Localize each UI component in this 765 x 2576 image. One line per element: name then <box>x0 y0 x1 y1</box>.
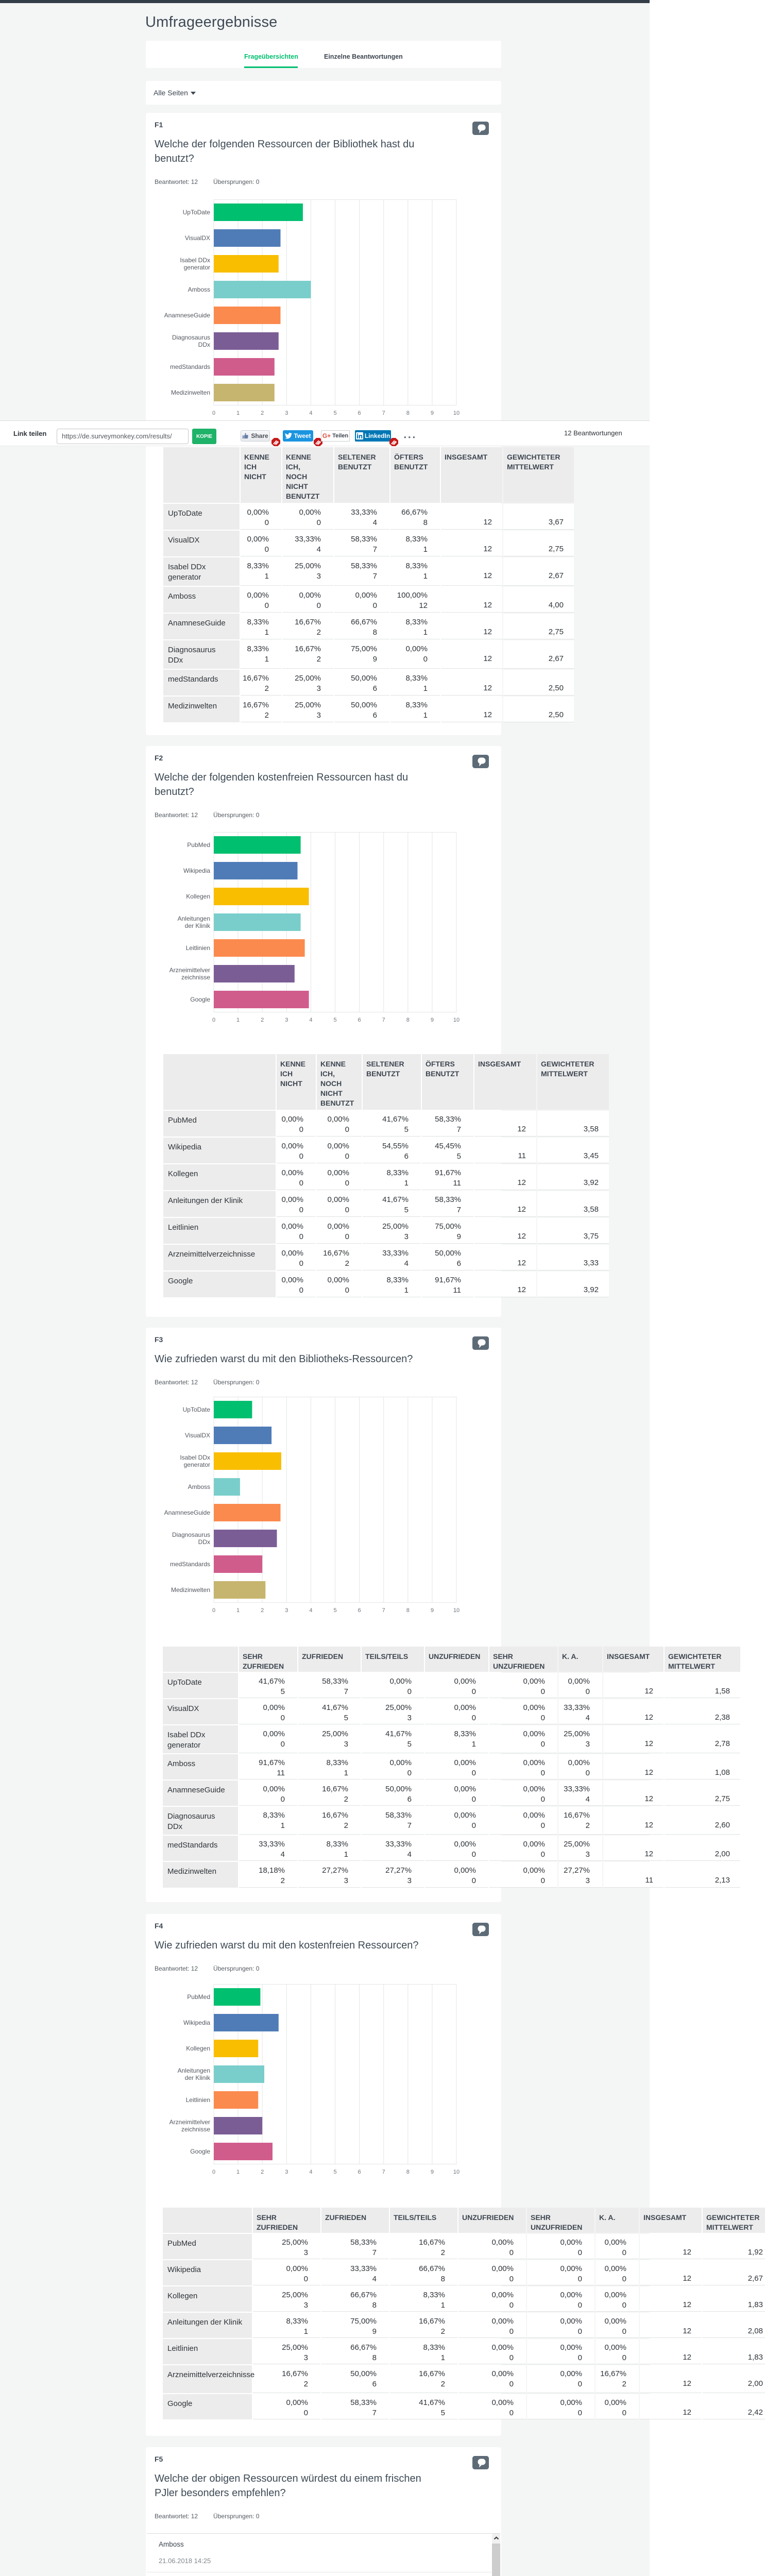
svg-text:0: 0 <box>212 1607 215 1614</box>
svg-text:Diagnosaurus: Diagnosaurus <box>172 1531 210 1538</box>
svg-text:PubMed: PubMed <box>187 1993 210 2001</box>
svg-text:Kollegen: Kollegen <box>186 2045 210 2052</box>
svg-text:0: 0 <box>212 410 215 416</box>
svg-text:der Klinik: der Klinik <box>185 2074 211 2081</box>
svg-text:9: 9 <box>431 410 434 416</box>
svg-text:3: 3 <box>285 1017 288 1023</box>
svg-text:DDx: DDx <box>198 341 210 348</box>
svg-text:Arzneimittelver: Arzneimittelver <box>169 2119 210 2126</box>
svg-text:generator: generator <box>184 1461 210 1468</box>
svg-text:4: 4 <box>309 410 312 416</box>
svg-text:Google: Google <box>190 996 210 1003</box>
svg-text:8: 8 <box>406 2169 410 2175</box>
svg-text:Wikipedia: Wikipedia <box>183 867 210 874</box>
svg-text:Anleitungen: Anleitungen <box>178 2067 210 2074</box>
svg-text:5: 5 <box>333 410 336 416</box>
svg-text:5: 5 <box>333 2169 336 2175</box>
svg-text:2: 2 <box>261 1607 264 1614</box>
svg-text:10: 10 <box>453 1607 460 1614</box>
svg-text:10: 10 <box>453 410 460 416</box>
svg-text:zeichnisse: zeichnisse <box>181 974 210 981</box>
svg-text:Google: Google <box>190 2148 210 2155</box>
svg-text:Wikipedia: Wikipedia <box>183 2019 210 2026</box>
svg-text:7: 7 <box>382 1017 385 1023</box>
svg-text:UpToDate: UpToDate <box>183 1406 211 1413</box>
svg-text:7: 7 <box>382 2169 385 2175</box>
svg-text:9: 9 <box>431 1607 434 1614</box>
svg-text:6: 6 <box>358 1607 361 1614</box>
svg-text:10: 10 <box>453 2169 460 2175</box>
svg-text:9: 9 <box>431 2169 434 2175</box>
svg-text:3: 3 <box>285 1607 288 1614</box>
svg-text:8: 8 <box>406 410 410 416</box>
svg-text:0: 0 <box>212 2169 215 2175</box>
svg-text:Kollegen: Kollegen <box>186 893 210 900</box>
svg-text:Leitlinien: Leitlinien <box>186 2096 210 2104</box>
svg-text:generator: generator <box>184 264 210 271</box>
svg-text:medStandards: medStandards <box>170 363 210 370</box>
svg-text:AnamneseGuide: AnamneseGuide <box>164 1509 211 1516</box>
svg-text:Medizinwelten: Medizinwelten <box>171 1586 210 1594</box>
svg-text:0: 0 <box>212 1017 215 1023</box>
svg-text:7: 7 <box>382 1607 385 1614</box>
svg-text:1: 1 <box>236 410 240 416</box>
svg-text:9: 9 <box>431 1017 434 1023</box>
svg-text:6: 6 <box>358 2169 361 2175</box>
svg-text:2: 2 <box>261 410 264 416</box>
svg-text:PubMed: PubMed <box>187 841 210 849</box>
svg-text:8: 8 <box>406 1607 410 1614</box>
svg-text:6: 6 <box>358 1017 361 1023</box>
svg-text:1: 1 <box>236 1607 240 1614</box>
svg-text:Arzneimittelver: Arzneimittelver <box>169 967 210 974</box>
svg-text:8: 8 <box>406 1017 410 1023</box>
svg-text:1: 1 <box>236 1017 240 1023</box>
svg-text:Diagnosaurus: Diagnosaurus <box>172 334 210 341</box>
svg-text:7: 7 <box>382 410 385 416</box>
svg-text:3: 3 <box>285 410 288 416</box>
svg-text:AnamneseGuide: AnamneseGuide <box>164 312 211 319</box>
svg-text:Amboss: Amboss <box>188 1483 210 1490</box>
svg-text:3: 3 <box>285 2169 288 2175</box>
svg-text:medStandards: medStandards <box>170 1561 210 1568</box>
svg-text:4: 4 <box>309 1607 312 1614</box>
svg-text:Leitlinien: Leitlinien <box>186 944 210 952</box>
svg-text:Medizinwelten: Medizinwelten <box>171 389 210 396</box>
svg-text:der Klinik: der Klinik <box>185 922 211 929</box>
svg-text:10: 10 <box>453 1017 460 1023</box>
svg-text:2: 2 <box>261 2169 264 2175</box>
svg-text:Isabel DDx: Isabel DDx <box>180 1454 210 1461</box>
svg-text:DDx: DDx <box>198 1538 210 1546</box>
svg-text:2: 2 <box>261 1017 264 1023</box>
svg-text:UpToDate: UpToDate <box>183 209 211 216</box>
svg-text:zeichnisse: zeichnisse <box>181 2126 210 2133</box>
svg-text:5: 5 <box>333 1017 336 1023</box>
svg-text:VisualDX: VisualDX <box>185 234 210 242</box>
svg-text:1: 1 <box>236 2169 240 2175</box>
svg-text:Isabel DDx: Isabel DDx <box>180 257 210 264</box>
svg-text:6: 6 <box>358 410 361 416</box>
svg-text:5: 5 <box>333 1607 336 1614</box>
svg-text:4: 4 <box>309 2169 312 2175</box>
svg-text:Amboss: Amboss <box>188 286 210 293</box>
svg-text:4: 4 <box>309 1017 312 1023</box>
svg-text:VisualDX: VisualDX <box>185 1432 210 1439</box>
svg-text:Anleitungen: Anleitungen <box>178 915 210 922</box>
